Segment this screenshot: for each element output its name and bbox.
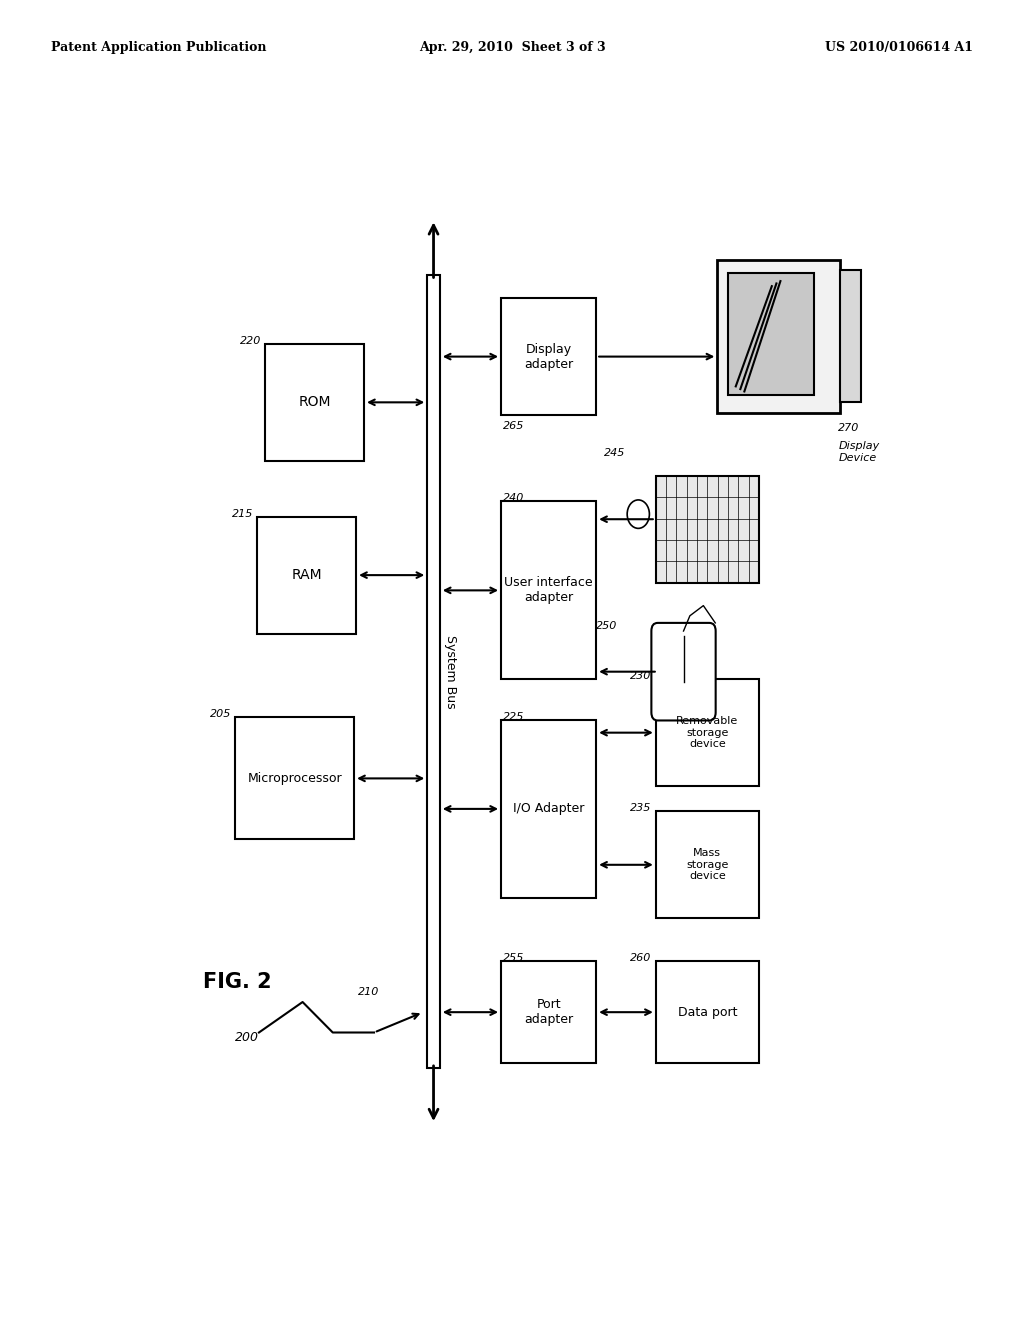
Text: US 2010/0106614 A1: US 2010/0106614 A1	[824, 41, 973, 54]
Bar	[427, 276, 440, 1068]
Text: Removable
storage
device: Removable storage device	[676, 715, 738, 750]
Text: 240: 240	[503, 494, 524, 503]
Text: FIG. 2: FIG. 2	[204, 972, 272, 991]
Text: Microprocessor: Microprocessor	[248, 772, 342, 785]
Bar	[655, 812, 759, 919]
Text: User interface
adapter: User interface adapter	[504, 577, 593, 605]
Text: Data port: Data port	[678, 1006, 737, 1019]
Text: Mass
storage
device: Mass storage device	[686, 849, 728, 882]
Text: 260: 260	[631, 953, 652, 964]
Text: 255: 255	[503, 953, 524, 964]
Bar	[655, 961, 759, 1063]
Text: 250: 250	[596, 620, 617, 631]
Text: I/O Adapter: I/O Adapter	[513, 803, 585, 816]
Circle shape	[627, 500, 649, 528]
Bar	[257, 516, 356, 634]
Text: 265: 265	[503, 421, 524, 432]
Bar	[655, 477, 759, 582]
Text: 235: 235	[631, 804, 652, 813]
Text: Port
adapter: Port adapter	[524, 998, 573, 1026]
Text: 230: 230	[631, 671, 652, 681]
Text: Display
adapter: Display adapter	[524, 343, 573, 371]
Text: ROM: ROM	[298, 395, 331, 409]
Bar	[236, 718, 354, 840]
Text: 220: 220	[240, 335, 261, 346]
Text: Display
Device: Display Device	[839, 441, 880, 462]
Text: 225: 225	[503, 711, 524, 722]
Text: Apr. 29, 2010  Sheet 3 of 3: Apr. 29, 2010 Sheet 3 of 3	[419, 41, 605, 54]
FancyBboxPatch shape	[651, 623, 716, 721]
Text: RAM: RAM	[291, 568, 322, 582]
Bar	[501, 298, 596, 414]
Text: 215: 215	[231, 508, 253, 519]
Text: 205: 205	[210, 709, 231, 719]
Bar	[501, 719, 596, 898]
Text: Patent Application Publication: Patent Application Publication	[51, 41, 266, 54]
Text: 270: 270	[839, 422, 859, 433]
Text: System Bus: System Bus	[443, 635, 457, 709]
Bar	[655, 680, 759, 785]
Text: 200: 200	[236, 1031, 259, 1044]
Bar	[717, 260, 841, 412]
Bar	[265, 345, 365, 461]
Bar	[841, 271, 861, 403]
Text: 245: 245	[604, 449, 626, 458]
Text: 210: 210	[358, 987, 380, 997]
Bar	[501, 961, 596, 1063]
Bar	[501, 502, 596, 680]
Bar	[728, 273, 814, 395]
